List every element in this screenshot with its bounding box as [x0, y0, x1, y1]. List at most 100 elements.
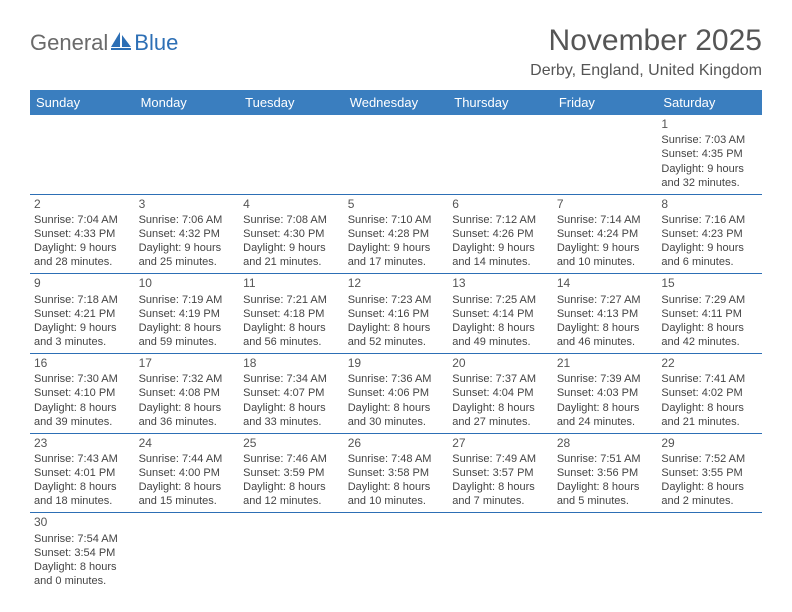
- sunrise-text: Sunrise: 7:39 AM: [557, 372, 654, 386]
- daylight-text: and 7 minutes.: [452, 494, 549, 508]
- sunrise-text: Sunrise: 7:48 AM: [348, 452, 445, 466]
- calendar-day-cell: 6Sunrise: 7:12 AMSunset: 4:26 PMDaylight…: [448, 194, 553, 274]
- daylight-text: and 25 minutes.: [139, 255, 236, 269]
- sunset-text: Sunset: 3:56 PM: [557, 466, 654, 480]
- calendar-page: General Blue November 2025 Derby, Englan…: [0, 0, 792, 612]
- sunset-text: Sunset: 4:04 PM: [452, 386, 549, 400]
- daylight-text: Daylight: 8 hours: [661, 401, 758, 415]
- calendar-day-cell: 11Sunrise: 7:21 AMSunset: 4:18 PMDayligh…: [239, 274, 344, 354]
- daylight-text: and 15 minutes.: [139, 494, 236, 508]
- calendar-day-cell: [239, 115, 344, 194]
- calendar-day-cell: 24Sunrise: 7:44 AMSunset: 4:00 PMDayligh…: [135, 433, 240, 513]
- logo-text-general: General: [30, 30, 108, 56]
- sunrise-text: Sunrise: 7:08 AM: [243, 213, 340, 227]
- daylight-text: Daylight: 8 hours: [452, 321, 549, 335]
- sunset-text: Sunset: 4:24 PM: [557, 227, 654, 241]
- daylight-text: and 18 minutes.: [34, 494, 131, 508]
- day-number: 30: [34, 515, 131, 530]
- calendar-day-cell: 22Sunrise: 7:41 AMSunset: 4:02 PMDayligh…: [657, 354, 762, 434]
- day-header: Tuesday: [239, 90, 344, 115]
- sunrise-text: Sunrise: 7:25 AM: [452, 293, 549, 307]
- calendar-day-cell: 23Sunrise: 7:43 AMSunset: 4:01 PMDayligh…: [30, 433, 135, 513]
- daylight-text: and 12 minutes.: [243, 494, 340, 508]
- sunset-text: Sunset: 4:07 PM: [243, 386, 340, 400]
- day-header: Friday: [553, 90, 658, 115]
- calendar-day-cell: [657, 513, 762, 592]
- sunrise-text: Sunrise: 7:30 AM: [34, 372, 131, 386]
- day-number: 17: [139, 356, 236, 371]
- daylight-text: Daylight: 9 hours: [139, 241, 236, 255]
- day-number: 16: [34, 356, 131, 371]
- daylight-text: and 24 minutes.: [557, 415, 654, 429]
- sunset-text: Sunset: 4:28 PM: [348, 227, 445, 241]
- daylight-text: Daylight: 8 hours: [661, 480, 758, 494]
- calendar-day-cell: [448, 513, 553, 592]
- sunrise-text: Sunrise: 7:49 AM: [452, 452, 549, 466]
- day-number: 14: [557, 276, 654, 291]
- calendar-day-cell: 13Sunrise: 7:25 AMSunset: 4:14 PMDayligh…: [448, 274, 553, 354]
- daylight-text: and 10 minutes.: [348, 494, 445, 508]
- sunrise-text: Sunrise: 7:23 AM: [348, 293, 445, 307]
- calendar-day-cell: [553, 513, 658, 592]
- calendar-day-cell: 1Sunrise: 7:03 AMSunset: 4:35 PMDaylight…: [657, 115, 762, 194]
- calendar-day-cell: 3Sunrise: 7:06 AMSunset: 4:32 PMDaylight…: [135, 194, 240, 274]
- day-number: 13: [452, 276, 549, 291]
- sunrise-text: Sunrise: 7:51 AM: [557, 452, 654, 466]
- daylight-text: and 28 minutes.: [34, 255, 131, 269]
- sunrise-text: Sunrise: 7:32 AM: [139, 372, 236, 386]
- location-subtitle: Derby, England, United Kingdom: [530, 62, 762, 80]
- sunrise-text: Sunrise: 7:04 AM: [34, 213, 131, 227]
- calendar-day-cell: 28Sunrise: 7:51 AMSunset: 3:56 PMDayligh…: [553, 433, 658, 513]
- day-number: 11: [243, 276, 340, 291]
- daylight-text: and 59 minutes.: [139, 335, 236, 349]
- calendar-day-cell: 10Sunrise: 7:19 AMSunset: 4:19 PMDayligh…: [135, 274, 240, 354]
- calendar-day-cell: 9Sunrise: 7:18 AMSunset: 4:21 PMDaylight…: [30, 274, 135, 354]
- sunrise-text: Sunrise: 7:21 AM: [243, 293, 340, 307]
- daylight-text: and 0 minutes.: [34, 574, 131, 588]
- sunrise-text: Sunrise: 7:41 AM: [661, 372, 758, 386]
- sail-icon: [111, 32, 133, 55]
- calendar-day-cell: 21Sunrise: 7:39 AMSunset: 4:03 PMDayligh…: [553, 354, 658, 434]
- calendar-day-cell: [135, 513, 240, 592]
- daylight-text: and 6 minutes.: [661, 255, 758, 269]
- daylight-text: and 21 minutes.: [243, 255, 340, 269]
- sunset-text: Sunset: 4:30 PM: [243, 227, 340, 241]
- calendar-day-cell: [30, 115, 135, 194]
- sunset-text: Sunset: 4:35 PM: [661, 147, 758, 161]
- sunset-text: Sunset: 4:16 PM: [348, 307, 445, 321]
- calendar-week-row: 2Sunrise: 7:04 AMSunset: 4:33 PM Daylight…: [30, 194, 762, 274]
- daylight-text: and 30 minutes.: [348, 415, 445, 429]
- day-number: 27: [452, 436, 549, 451]
- sunset-text: Sunset: 4:19 PM: [139, 307, 236, 321]
- sunset-text: Sunset: 4:21 PM: [34, 307, 131, 321]
- calendar-day-cell: 15Sunrise: 7:29 AMSunset: 4:11 PMDayligh…: [657, 274, 762, 354]
- daylight-text: Daylight: 8 hours: [139, 401, 236, 415]
- sunrise-text: Sunrise: 7:03 AM: [661, 133, 758, 147]
- daylight-text: and 39 minutes.: [34, 415, 131, 429]
- calendar-day-cell: [239, 513, 344, 592]
- calendar-day-cell: 20Sunrise: 7:37 AMSunset: 4:04 PMDayligh…: [448, 354, 553, 434]
- sunset-text: Sunset: 4:08 PM: [139, 386, 236, 400]
- daylight-text: and 27 minutes.: [452, 415, 549, 429]
- daylight-text: Daylight: 8 hours: [243, 480, 340, 494]
- sunset-text: Sunset: 4:33 PM: [34, 227, 131, 241]
- sunset-text: Sunset: 4:18 PM: [243, 307, 340, 321]
- daylight-text: and 46 minutes.: [557, 335, 654, 349]
- daylight-text: and 10 minutes.: [557, 255, 654, 269]
- calendar-day-cell: 16Sunrise: 7:30 AMSunset: 4:10 PMDayligh…: [30, 354, 135, 434]
- day-number: 7: [557, 197, 654, 212]
- sunrise-text: Sunrise: 7:19 AM: [139, 293, 236, 307]
- sunrise-text: Sunrise: 7:12 AM: [452, 213, 549, 227]
- day-number: 26: [348, 436, 445, 451]
- daylight-text: Daylight: 9 hours: [557, 241, 654, 255]
- sunrise-text: Sunrise: 7:18 AM: [34, 293, 131, 307]
- day-number: 25: [243, 436, 340, 451]
- day-number: 5: [348, 197, 445, 212]
- day-number: 2: [34, 197, 131, 212]
- daylight-text: and 3 minutes.: [34, 335, 131, 349]
- daylight-text: Daylight: 8 hours: [557, 480, 654, 494]
- sunrise-text: Sunrise: 7:36 AM: [348, 372, 445, 386]
- sunrise-text: Sunrise: 7:16 AM: [661, 213, 758, 227]
- brand-logo: General Blue: [30, 30, 178, 56]
- day-header: Monday: [135, 90, 240, 115]
